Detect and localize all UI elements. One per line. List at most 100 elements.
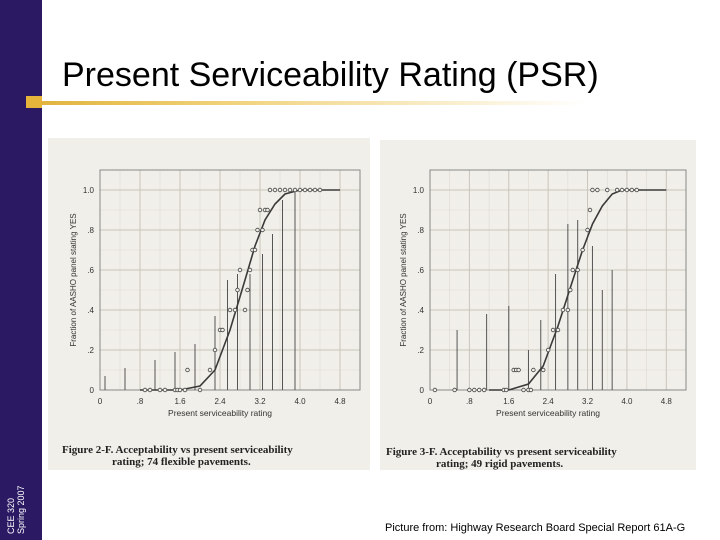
x-tick-label: 2.4	[543, 397, 555, 406]
data-point	[619, 187, 625, 193]
y-tick-label: .6	[417, 266, 424, 275]
data-point	[257, 207, 263, 213]
data-point	[590, 187, 595, 193]
x-tick-label: 1.6	[174, 397, 186, 406]
data-point	[232, 307, 238, 313]
data-point	[580, 247, 585, 253]
data-point	[477, 387, 482, 393]
data-point	[212, 347, 218, 353]
data-point	[614, 187, 620, 193]
image-credit: Picture from: Highway Research Board Spe…	[385, 522, 686, 534]
data-point	[302, 187, 308, 193]
sidebar: CEE 320 Spring 2007	[0, 0, 42, 540]
data-point	[560, 307, 566, 313]
data-point	[267, 187, 273, 193]
y-tick-label: 1.0	[83, 186, 95, 195]
x-tick-label: 3.2	[254, 397, 266, 406]
y-axis-label: Fraction of AASHO panel stating YES	[399, 213, 408, 346]
figure-flexible: 0 .8 1.6 2.4 3.2 4.0 4.8 0 .2 .4 .6 .8 1.0 Present se…	[48, 138, 370, 470]
data-point	[197, 387, 203, 393]
data-point	[634, 187, 639, 193]
data-point	[565, 307, 571, 313]
x-tick-label: 2.4	[214, 397, 226, 406]
data-point	[162, 387, 168, 393]
sidebar-course: CEE 320	[6, 497, 16, 534]
accent-square	[26, 96, 42, 108]
data-point	[147, 387, 153, 393]
data-point	[260, 227, 265, 233]
data-point	[277, 187, 283, 193]
figure-rigid: 0 .8 1.6 2.4 3.2 4.0 4.8 0 .2 .4 .6 .8 1.0 Present se…	[380, 140, 696, 470]
x-axis-label: Present serviceability rating	[168, 408, 272, 418]
data-point	[467, 387, 472, 393]
x-tick-label: 3.2	[582, 397, 594, 406]
data-point	[252, 247, 258, 253]
figure-caption-line1: Figure 2-F. Acceptability vs present ser…	[62, 444, 293, 456]
data-point	[570, 267, 575, 273]
x-tick-label: 1.6	[503, 397, 515, 406]
data-point	[629, 187, 635, 193]
x-tick-label: .8	[466, 397, 473, 406]
sidebar-term: Spring 2007	[16, 485, 26, 534]
y-tick-label: 0	[90, 386, 95, 395]
figure-caption-line1: Figure 3-F. Acceptability vs present ser…	[386, 446, 617, 458]
data-point	[481, 387, 487, 393]
data-point	[182, 387, 188, 393]
y-tick-label: .8	[87, 226, 94, 235]
page-title: Present Serviceability Rating (PSR)	[62, 56, 599, 94]
data-point	[555, 327, 561, 333]
data-point	[432, 387, 438, 393]
figure-caption-line2: rating; 49 rigid pavements.	[436, 458, 564, 470]
y-tick-label: .2	[417, 346, 424, 355]
data-point	[312, 187, 318, 193]
data-point	[516, 367, 521, 373]
plot-frame	[429, 169, 687, 391]
data-point	[247, 267, 253, 273]
data-point	[287, 187, 293, 193]
chart-flexible: 0 .8 1.6 2.4 3.2 4.0 4.8 0 .2 .4 .6 .8 1.0 Present se…	[69, 169, 361, 418]
y-tick-label: 1.0	[413, 186, 425, 195]
data-point	[157, 387, 163, 393]
data-point	[541, 367, 546, 373]
data-point	[568, 287, 573, 293]
data-point	[452, 387, 457, 393]
y-tick-label: .8	[417, 226, 424, 235]
data-point	[227, 307, 233, 313]
y-tick-label: .2	[87, 346, 94, 355]
data-point	[528, 387, 534, 393]
y-tick-label: .6	[87, 266, 94, 275]
data-point	[292, 187, 298, 193]
x-tick-label: 0	[428, 397, 433, 406]
accent-rule	[26, 101, 720, 105]
y-tick-label: 0	[420, 386, 425, 395]
data-point	[585, 227, 590, 233]
data-point	[207, 367, 213, 373]
data-point	[531, 367, 536, 373]
y-axis-label: Fraction of AASHO panel stating YES	[69, 213, 78, 346]
data-point	[521, 387, 526, 393]
figure-caption-line2: rating; 74 flexible pavements.	[112, 456, 251, 468]
data-point	[235, 287, 240, 293]
data-point	[575, 267, 580, 273]
data-point	[307, 187, 313, 193]
data-point	[272, 187, 278, 193]
data-point	[142, 387, 148, 393]
x-tick-label: .8	[137, 397, 144, 406]
data-point	[245, 287, 250, 293]
data-point	[550, 327, 556, 333]
data-point	[624, 187, 630, 193]
data-point	[587, 207, 593, 213]
data-point	[504, 387, 509, 393]
y-tick-label: .4	[87, 306, 94, 315]
data-point	[177, 387, 183, 393]
data-point	[255, 227, 260, 233]
x-tick-label: 0	[98, 397, 103, 406]
y-tick-label: .4	[417, 306, 424, 315]
sidebar-text: CEE 320 Spring 2007	[4, 384, 38, 534]
data-point	[317, 187, 323, 193]
data-point	[297, 187, 303, 193]
data-point	[185, 367, 190, 373]
data-point	[605, 187, 610, 193]
data-point	[595, 187, 600, 193]
x-tick-label: 4.0	[621, 397, 633, 406]
